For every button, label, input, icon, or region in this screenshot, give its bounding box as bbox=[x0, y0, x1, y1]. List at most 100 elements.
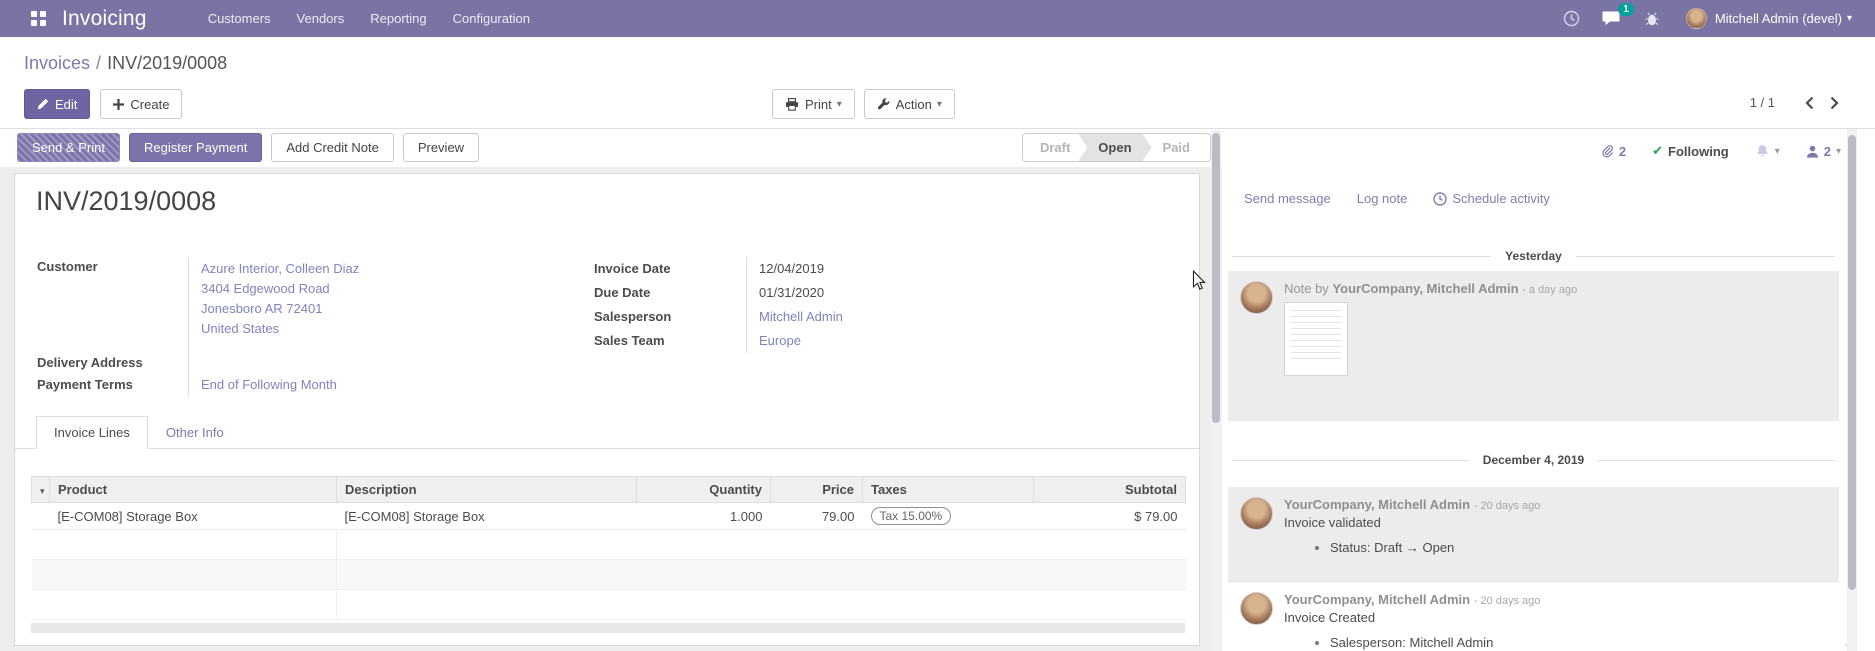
salesperson-label: Salesperson bbox=[594, 309, 672, 324]
column-price[interactable]: Price bbox=[770, 476, 863, 503]
sales-team-value[interactable]: Europe bbox=[759, 333, 801, 348]
message-author[interactable]: YourCompany, Mitchell Admin bbox=[1284, 497, 1471, 512]
column-description[interactable]: Description bbox=[336, 476, 637, 503]
due-date-label: Due Date bbox=[594, 285, 651, 300]
tracking-value: Salesperson: Mitchell Admin bbox=[1330, 635, 1827, 650]
breadcrumb-current: INV/2019/0008 bbox=[107, 53, 228, 73]
cell-price[interactable]: 79.00 bbox=[770, 502, 863, 530]
chatter-panel: 2 ✔ Following ▾ 2 ▾ Send message Log not… bbox=[1222, 129, 1875, 651]
expand-column-header[interactable]: ▾ bbox=[31, 476, 50, 503]
action-button[interactable]: Action ▾ bbox=[863, 89, 955, 119]
following-button[interactable]: ✔ Following bbox=[1652, 143, 1729, 159]
action-caret-icon: ▾ bbox=[936, 98, 942, 110]
invoice-line-row[interactable]: [E-COM08] Storage Box [E-COM08] Storage … bbox=[31, 502, 1186, 530]
table-horizontal-scrollbar[interactable] bbox=[31, 623, 1185, 633]
field-group-left: Customer Azure Interior, Colleen Diaz 34… bbox=[37, 257, 602, 397]
date-separator: December 4, 2019 bbox=[1232, 453, 1835, 467]
breadcrumb-separator: / bbox=[96, 53, 102, 73]
attachment-thumbnail[interactable] bbox=[1284, 302, 1348, 376]
status-step-draft[interactable]: Draft bbox=[1039, 140, 1071, 155]
customer-city[interactable]: Jonesboro AR 72401 bbox=[201, 301, 323, 316]
add-credit-note-button[interactable]: Add Credit Note bbox=[271, 133, 394, 162]
column-subtotal[interactable]: Subtotal bbox=[1033, 476, 1186, 503]
customer-country[interactable]: United States bbox=[201, 321, 280, 336]
bell-caret-icon: ▾ bbox=[1774, 145, 1780, 157]
schedule-activity-button[interactable]: Schedule activity bbox=[1433, 191, 1550, 206]
column-product[interactable]: Product bbox=[49, 476, 337, 503]
systray: 1 Mitchell Admin (devel) ▾ bbox=[1541, 3, 1875, 29]
pager-next-button[interactable] bbox=[1822, 96, 1847, 110]
tab-other-info[interactable]: Other Info bbox=[165, 425, 224, 440]
cell-description[interactable]: [E-COM08] Storage Box bbox=[336, 502, 637, 530]
log-note-button[interactable]: Log note bbox=[1356, 191, 1408, 206]
user-avatar[interactable] bbox=[1685, 8, 1707, 29]
bell-icon bbox=[1755, 144, 1770, 159]
schedule-clock-icon bbox=[1433, 191, 1448, 206]
create-button[interactable]: Create bbox=[100, 89, 183, 119]
avatar bbox=[1240, 592, 1273, 625]
followers-button[interactable]: 2 ▾ bbox=[1806, 144, 1841, 159]
chat-message-created: YourCompany, Mitchell Admin - 20 days ag… bbox=[1228, 581, 1839, 651]
menu-configuration[interactable]: Configuration bbox=[452, 11, 530, 26]
send-message-button[interactable]: Send message bbox=[1244, 191, 1331, 206]
send-and-print-button[interactable]: Send & Print bbox=[17, 133, 120, 162]
message-timestamp: - 20 days ago bbox=[1473, 500, 1541, 512]
menu-vendors[interactable]: Vendors bbox=[296, 11, 345, 26]
delivery-address-label: Delivery Address bbox=[37, 355, 143, 370]
empty-row bbox=[31, 529, 1186, 560]
wrench-icon bbox=[877, 97, 890, 111]
cell-product[interactable]: [E-COM08] Storage Box bbox=[49, 502, 337, 530]
chatter-scrollbar[interactable] bbox=[1847, 129, 1857, 651]
column-taxes[interactable]: Taxes bbox=[862, 476, 1034, 503]
message-header: YourCompany, Mitchell Admin - 20 days ag… bbox=[1284, 497, 1827, 512]
salesperson-value[interactable]: Mitchell Admin bbox=[759, 309, 843, 324]
pencil-icon bbox=[37, 98, 49, 110]
payment-terms-value[interactable]: End of Following Month bbox=[201, 377, 337, 392]
status-step-paid[interactable]: Paid bbox=[1162, 140, 1190, 155]
attachment-count: 2 bbox=[1618, 143, 1627, 159]
apps-grid-icon[interactable] bbox=[31, 11, 46, 26]
user-menu-caret-icon[interactable]: ▾ bbox=[1846, 13, 1852, 24]
invoice-date-value: 12/04/2019 bbox=[746, 257, 1159, 281]
invoice-lines-table: ▾ Product Description Quantity Price Tax… bbox=[31, 476, 1186, 620]
customer-value: Azure Interior, Colleen Diaz 3404 Edgewo… bbox=[188, 257, 602, 353]
attachments-toggle[interactable]: 2 bbox=[1601, 144, 1626, 159]
messages-icon[interactable]: 1 bbox=[1602, 3, 1634, 27]
breadcrumb-invoices-link[interactable]: Invoices bbox=[24, 53, 91, 73]
activities-clock-icon[interactable] bbox=[1563, 10, 1580, 27]
cell-quantity[interactable]: 1.000 bbox=[636, 502, 771, 530]
print-button[interactable]: Print ▾ bbox=[772, 89, 855, 119]
tab-invoice-lines[interactable]: Invoice Lines bbox=[36, 416, 148, 449]
top-navbar: Invoicing Customers Vendors Reporting Co… bbox=[0, 0, 1875, 37]
empty-row bbox=[31, 589, 1186, 620]
pager-previous-button[interactable] bbox=[1797, 96, 1822, 110]
message-author[interactable]: YourCompany, Mitchell Admin bbox=[1284, 592, 1471, 607]
menu-reporting[interactable]: Reporting bbox=[370, 11, 427, 26]
chat-message-validated: YourCompany, Mitchell Admin - 20 days ag… bbox=[1228, 487, 1839, 581]
cell-taxes[interactable]: Tax 15.00% bbox=[862, 502, 1034, 530]
register-payment-button[interactable]: Register Payment bbox=[129, 133, 263, 162]
customer-name-link[interactable]: Azure Interior, Colleen Diaz bbox=[201, 261, 360, 276]
user-menu[interactable]: Mitchell Admin (devel) bbox=[1714, 11, 1842, 26]
bug-icon[interactable] bbox=[1644, 10, 1660, 27]
pager-count: 1 / 1 bbox=[1749, 95, 1775, 110]
cell-subtotal[interactable]: $ 79.00 bbox=[1033, 502, 1186, 530]
message-header: Note by YourCompany, Mitchell Admin - a … bbox=[1284, 281, 1578, 296]
form-scrollbar[interactable] bbox=[1211, 130, 1221, 651]
app-name[interactable]: Invoicing bbox=[62, 6, 147, 30]
subscription-bell-button[interactable]: ▾ bbox=[1755, 144, 1780, 159]
check-icon: ✔ bbox=[1652, 143, 1664, 158]
delivery-address-value bbox=[188, 353, 602, 375]
edit-button[interactable]: Edit bbox=[24, 89, 91, 119]
preview-button[interactable]: Preview bbox=[402, 133, 480, 162]
menu-customers[interactable]: Customers bbox=[207, 11, 271, 26]
status-step-open[interactable]: Open bbox=[1078, 134, 1151, 161]
empty-row bbox=[31, 559, 1186, 590]
message-header: YourCompany, Mitchell Admin - 20 days ag… bbox=[1284, 592, 1827, 607]
message-author[interactable]: YourCompany, Mitchell Admin bbox=[1332, 281, 1519, 296]
column-quantity[interactable]: Quantity bbox=[636, 476, 771, 503]
invoice-date-label: Invoice Date bbox=[594, 261, 671, 276]
customer-street[interactable]: 3404 Edgewood Road bbox=[201, 281, 330, 296]
due-date-value: 01/31/2020 bbox=[746, 281, 1159, 305]
pager: 1 / 1 bbox=[1750, 95, 1847, 110]
